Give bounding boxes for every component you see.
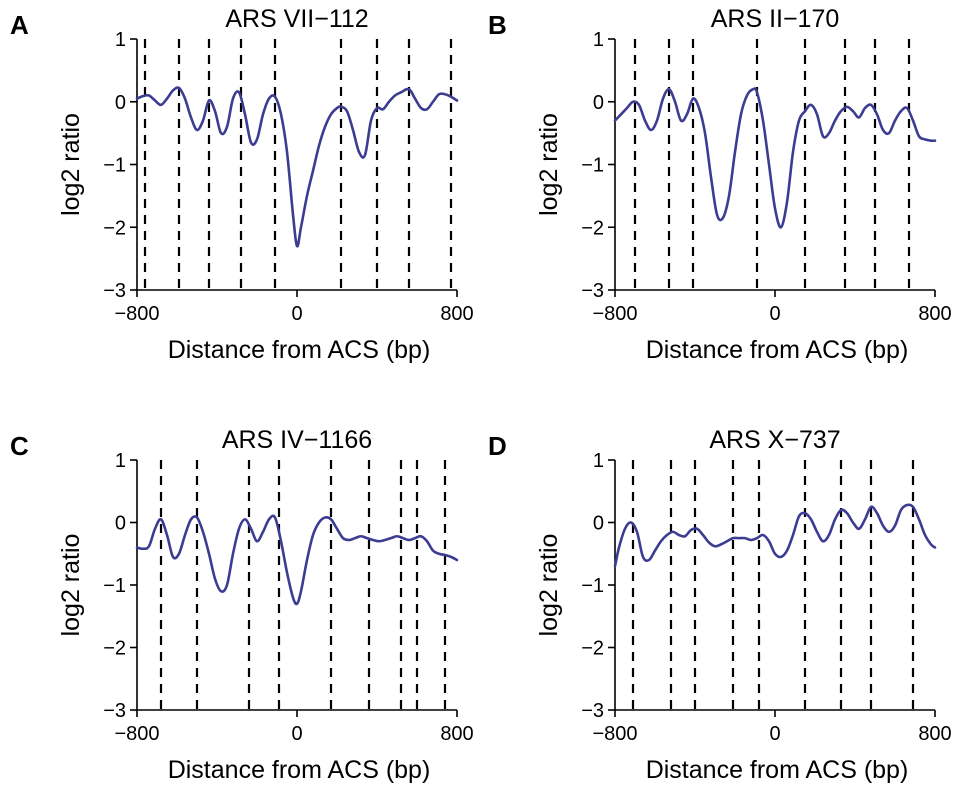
x-axis-label: Distance from ACS (bp) xyxy=(646,756,909,784)
y-tick-label: −3 xyxy=(581,280,604,302)
panel-c: C ARS IV−1166 1 0 −1 −2 −3−800 0 800 Distance fro… xyxy=(10,426,474,784)
y-tick-label: −3 xyxy=(581,700,604,722)
x-tick-label: 0 xyxy=(291,723,302,745)
x-tick-label: −800 xyxy=(114,723,159,745)
panel-title: ARS II−170 xyxy=(711,5,840,33)
x-tick-label: −800 xyxy=(114,303,159,325)
panel-d: D ARS X−737 1 0 −1 −2 −3−800 0 800 Distance from … xyxy=(488,426,952,784)
y-tick-label: 0 xyxy=(593,513,604,535)
y-axis-label: log2 ratio xyxy=(57,113,85,216)
panel-title: ARS IV−1166 xyxy=(222,426,372,454)
y-tick-label: −2 xyxy=(103,217,126,239)
series-line xyxy=(613,87,937,229)
y-tick-label: −1 xyxy=(103,575,126,597)
y-tick-label: 0 xyxy=(115,513,126,535)
y-tick-label: −2 xyxy=(581,638,604,660)
x-tick-label: 800 xyxy=(440,303,473,325)
x-axis-label: Distance from ACS (bp) xyxy=(168,336,431,364)
panel-letter: C xyxy=(10,431,29,461)
y-axis-label: log2 ratio xyxy=(535,113,563,216)
x-tick-label: 800 xyxy=(918,723,951,745)
y-tick-label: 0 xyxy=(115,92,126,114)
panel-letter: D xyxy=(488,431,507,461)
panel-letter: A xyxy=(10,10,29,40)
y-axis-label: log2 ratio xyxy=(535,534,563,637)
y-tick-label: −1 xyxy=(581,575,604,597)
series-line xyxy=(135,86,459,248)
y-tick-label: −1 xyxy=(103,155,126,177)
y-tick-label: 1 xyxy=(593,450,604,472)
y-tick-label: −1 xyxy=(581,155,604,177)
y-axis-label: log2 ratio xyxy=(57,534,85,637)
series-line xyxy=(613,503,937,568)
y-tick-label: −2 xyxy=(103,638,126,660)
x-axis-label: Distance from ACS (bp) xyxy=(168,756,431,784)
panel-letter: B xyxy=(488,10,507,40)
x-tick-label: 800 xyxy=(918,303,951,325)
series-line xyxy=(135,514,459,606)
y-tick-label: −2 xyxy=(581,217,604,239)
y-tick-label: 1 xyxy=(115,29,126,51)
y-tick-label: 1 xyxy=(115,450,126,472)
x-tick-label: −800 xyxy=(592,303,637,325)
y-tick-label: −3 xyxy=(103,700,126,722)
x-tick-label: −800 xyxy=(592,723,637,745)
panel-title: ARS VII−112 xyxy=(225,5,368,33)
y-tick-label: −3 xyxy=(103,280,126,302)
x-tick-label: 0 xyxy=(769,723,780,745)
x-tick-label: 0 xyxy=(769,303,780,325)
panel-title: ARS X−737 xyxy=(709,426,840,454)
y-tick-label: 0 xyxy=(593,92,604,114)
x-tick-label: 800 xyxy=(440,723,473,745)
x-axis-label: Distance from ACS (bp) xyxy=(646,336,909,364)
y-tick-label: 1 xyxy=(593,29,604,51)
panel-a: A ARS VII−112 1 0 −1 −2 −3−800 0 800 Distance fro… xyxy=(10,5,474,364)
panel-b: B ARS II−170 1 0 −1 −2 −3−800 0 800 Distance from… xyxy=(488,5,952,364)
x-tick-label: 0 xyxy=(291,303,302,325)
